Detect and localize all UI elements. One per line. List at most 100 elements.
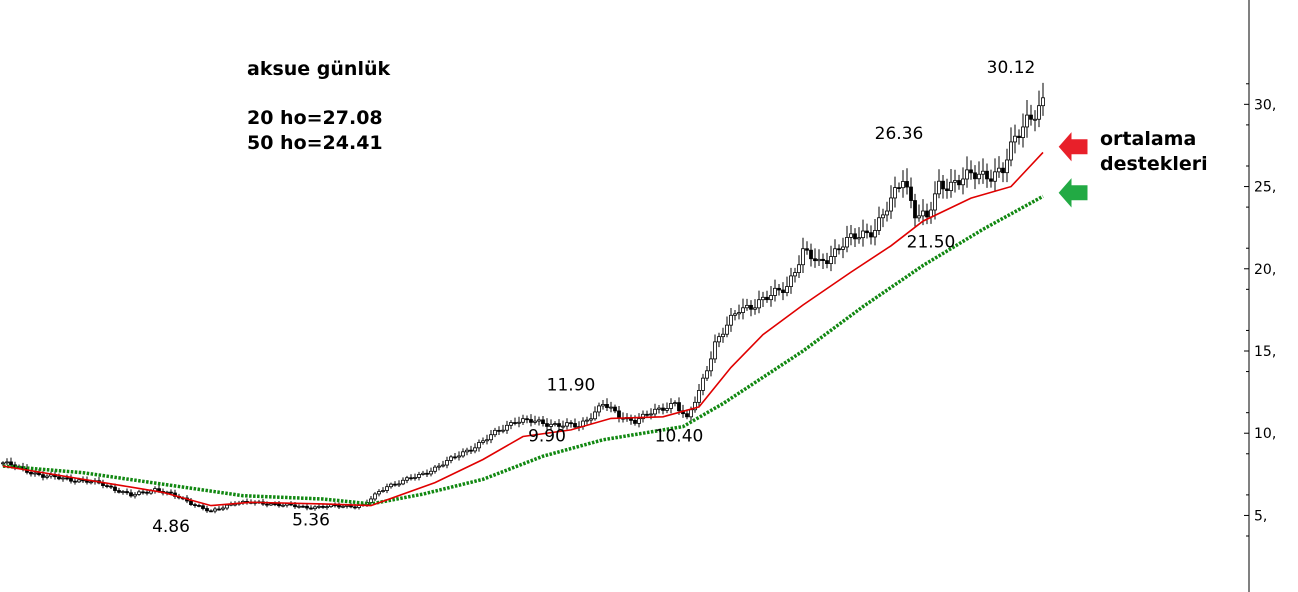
candle	[425, 469, 429, 477]
candle	[981, 158, 985, 184]
candle	[129, 489, 133, 498]
candle	[513, 417, 517, 426]
candle	[721, 327, 725, 343]
candle	[405, 475, 409, 484]
price-annotation-5: 10.40	[655, 426, 704, 446]
y-tick-label-0: 5,	[1254, 508, 1267, 524]
y-tick-label-2: 15,	[1254, 344, 1276, 360]
candle	[733, 309, 737, 321]
candle	[101, 479, 105, 489]
candle	[741, 298, 745, 320]
candle	[121, 490, 125, 495]
candle	[841, 237, 845, 259]
candle	[669, 398, 673, 414]
candle	[737, 304, 741, 320]
candle	[781, 282, 785, 301]
candle	[497, 426, 501, 435]
candle	[537, 416, 541, 426]
candle	[905, 168, 909, 195]
candle	[489, 430, 493, 444]
candle	[137, 489, 141, 496]
candle	[521, 414, 525, 426]
candle	[937, 169, 941, 199]
candle	[245, 498, 249, 505]
candle	[609, 401, 613, 413]
candle	[665, 402, 669, 414]
candle	[505, 420, 509, 434]
candle	[477, 439, 481, 452]
candle	[837, 244, 841, 255]
candle	[693, 396, 697, 413]
candle	[897, 182, 901, 193]
candle	[885, 201, 889, 222]
y-tick-label-1: 10,	[1254, 426, 1276, 442]
candle	[941, 175, 945, 199]
candle	[657, 405, 661, 414]
candle	[945, 178, 949, 199]
candle	[313, 505, 317, 511]
ma50-arrow-icon	[1057, 175, 1089, 211]
candle	[889, 185, 893, 219]
candle	[65, 474, 69, 481]
candle	[277, 500, 281, 508]
candle	[577, 421, 581, 432]
candle	[957, 174, 961, 190]
candle	[449, 455, 453, 464]
candle	[589, 413, 593, 425]
ma20-line	[2, 151, 1044, 507]
candle	[961, 167, 965, 195]
candle	[765, 290, 769, 303]
candle	[821, 253, 825, 270]
candle	[73, 478, 77, 485]
candle	[69, 474, 73, 484]
candle	[777, 284, 781, 296]
candle	[641, 410, 645, 423]
candle	[705, 366, 709, 381]
y-tick-label-5: 30,	[1254, 97, 1276, 113]
candle	[993, 158, 997, 192]
candle	[561, 420, 565, 430]
price-annotation-2: 21.50	[907, 232, 956, 252]
candle	[761, 291, 765, 307]
candle	[309, 505, 313, 510]
candle	[1017, 129, 1021, 145]
candle	[833, 239, 837, 265]
candle	[197, 503, 201, 508]
candle	[377, 489, 381, 497]
candle	[105, 484, 109, 489]
candle	[925, 203, 929, 225]
candle	[729, 308, 733, 332]
candle	[901, 170, 905, 198]
candle	[773, 279, 777, 302]
candle	[585, 416, 589, 425]
candle	[673, 400, 677, 407]
y-tick-label-3: 20,	[1254, 262, 1276, 278]
candle	[1037, 90, 1041, 128]
ma50-label: 50 ho=24.41	[247, 132, 383, 154]
candle	[1013, 124, 1017, 154]
candle	[325, 504, 329, 510]
candle	[881, 208, 885, 228]
candle	[637, 413, 641, 428]
candle	[977, 161, 981, 185]
candle	[857, 227, 861, 244]
candle	[373, 492, 377, 502]
candle	[97, 476, 101, 485]
candle	[193, 502, 197, 508]
candle	[541, 415, 545, 427]
candle	[5, 458, 9, 465]
candle	[393, 481, 397, 487]
candle	[509, 420, 513, 430]
candle	[1029, 104, 1033, 126]
candle	[1005, 148, 1009, 183]
candle	[401, 477, 405, 486]
candle	[797, 255, 801, 279]
candle	[873, 219, 877, 246]
candle	[469, 445, 473, 454]
candle	[45, 474, 49, 480]
price-annotation-7: 5.36	[292, 510, 330, 530]
candle	[697, 384, 701, 407]
candle	[1041, 82, 1045, 116]
ma20-arrow-icon	[1057, 129, 1089, 165]
